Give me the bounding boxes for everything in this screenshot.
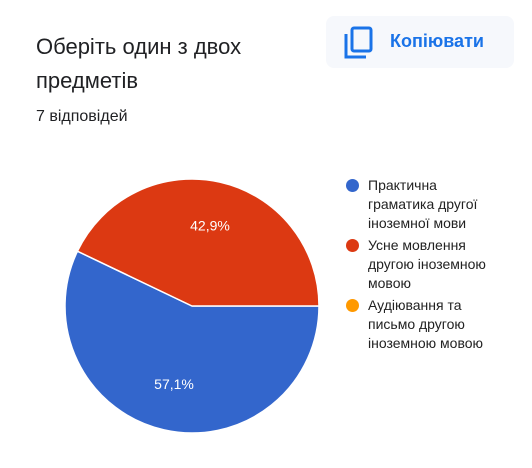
legend-entry: Усне мовлення другою іноземною мовою [346, 236, 496, 293]
copy-button[interactable]: Копіювати [326, 16, 514, 68]
chart-title: Оберіть один з двох предметів [36, 34, 242, 93]
legend: Практична граматика другої іноземної мов… [346, 176, 496, 356]
legend-label: Аудіювання та письмо другою іноземною мо… [368, 297, 484, 351]
legend-label: Практична граматика другої іноземної мов… [368, 177, 478, 231]
legend-entry: Практична граматика другої іноземної мов… [346, 176, 496, 233]
legend-marker [346, 239, 359, 252]
legend-marker [346, 299, 359, 312]
copy-button-label[interactable]: Копіювати [390, 31, 484, 51]
legend-marker [346, 179, 359, 192]
legend-label: Усне мовлення другою іноземною мовою [368, 237, 486, 291]
slice-label: 42,9% [190, 217, 230, 233]
slice-label: 57,1% [154, 376, 194, 392]
legend-entry: Аудіювання та письмо другою іноземною мо… [346, 296, 496, 353]
pie-slice [76, 178, 320, 307]
copy-icon [344, 26, 373, 59]
pie-slice [64, 250, 320, 434]
chart-subtitle: 7 відповідей [36, 108, 128, 125]
